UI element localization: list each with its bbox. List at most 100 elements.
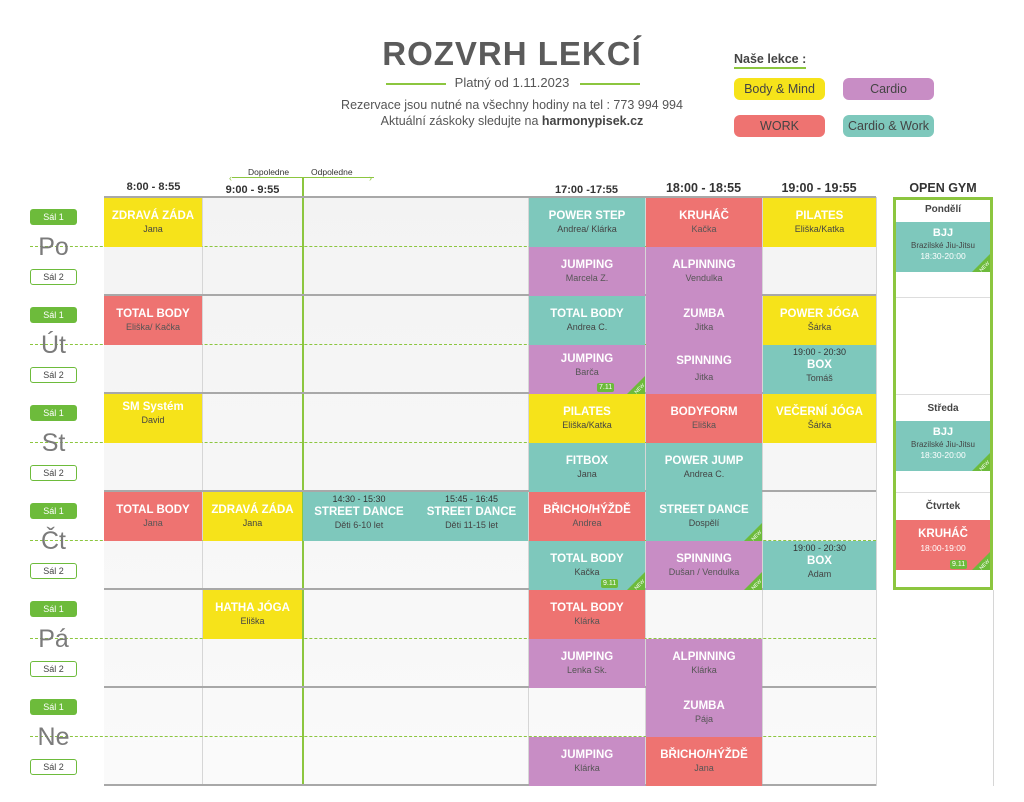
class-name: BOX	[807, 359, 832, 371]
class-time: 18:30-20:00	[920, 251, 966, 261]
time-header-8: 8:00 - 8:55	[126, 181, 181, 193]
class-name: BJJ	[932, 426, 954, 438]
class-time: 18:00-19:00	[920, 543, 966, 553]
open-gym-day: Čtvrtek	[896, 501, 990, 512]
class-cell[interactable]: TOTAL BODY Eliška/ Kačka	[104, 296, 202, 345]
room-divider	[30, 442, 876, 443]
class-cell[interactable]: SPINNING Jitka	[646, 345, 762, 394]
class-name: ALPINNING	[672, 259, 736, 271]
class-cell[interactable]: TOTAL BODY Andrea C.	[529, 296, 645, 345]
class-cell[interactable]: FITBOX Jana	[529, 443, 645, 492]
class-instructor: Jana	[242, 518, 263, 528]
class-cell[interactable]: ALPINNING Vendulka	[646, 247, 762, 296]
class-cell[interactable]: TOTAL BODY Klárka	[529, 590, 645, 639]
day-friday: Pá	[38, 625, 69, 653]
class-cell[interactable]: ZDRAVÁ ZÁDA Jana	[104, 198, 202, 247]
class-cell[interactable]: PILATES Eliška/Katka	[529, 394, 645, 443]
room-2-label: Sál 2	[30, 661, 77, 677]
new-badge: NEW	[970, 550, 990, 570]
class-instructor: Šárka	[807, 420, 832, 430]
class-instructor: Šárka	[807, 322, 832, 332]
class-instructor: Jitka	[694, 322, 714, 332]
open-gym-header: OPEN GYM	[909, 181, 977, 195]
class-cell[interactable]: POWER STEP Andrea/ Klárka	[529, 198, 645, 247]
class-instructor: David	[141, 415, 165, 425]
class-cell[interactable]: HATHA JÓGA Eliška	[203, 590, 302, 639]
class-cell[interactable]: ALPINNING Klárka	[646, 639, 762, 688]
open-gym-class[interactable]: BJJ Brazilské Jiu-Jitsu 18:30-20:00 NEW	[896, 421, 990, 471]
class-cell[interactable]: JUMPING Marcela Z.	[529, 247, 645, 296]
class-cell[interactable]: STREET DANCE Dospělí NEW	[646, 492, 762, 541]
class-cell[interactable]: PILATES Eliška/Katka	[763, 198, 876, 247]
class-cell[interactable]: BŘICHO/HÝŽDĚ Andrea	[529, 492, 645, 541]
open-gym-class[interactable]: KRUHÁČ 18:00-19:00 9.11 NEW	[896, 520, 990, 570]
class-cell[interactable]: TOTAL BODY Jana	[104, 492, 202, 541]
substitutes-prefix: Aktuální záskoky sledujte na	[380, 114, 542, 128]
open-gym-panel: Pondělí BJJ Brazilské Jiu-Jitsu 18:30-20…	[893, 197, 993, 590]
class-cell[interactable]: 19:00 - 20:30 BOX Tomáš	[763, 345, 876, 394]
class-time: 19:00 - 20:30	[792, 347, 847, 357]
divider	[896, 492, 990, 493]
class-cell[interactable]: JUMPING Lenka Sk.	[529, 639, 645, 688]
class-cell[interactable]: JUMPING Klárka	[529, 737, 645, 786]
class-name: TOTAL BODY	[116, 308, 190, 320]
legend-body-mind: Body & Mind	[734, 78, 825, 100]
class-name: TOTAL BODY	[550, 308, 624, 320]
class-cell[interactable]: POWER JUMP Andrea C.	[646, 443, 762, 492]
class-name: ZUMBA	[683, 700, 725, 712]
legend-title: Naše lekce :	[734, 52, 807, 69]
class-cell[interactable]: 14:30 - 15:30 STREET DANCE Děti 6-10 let	[303, 492, 415, 541]
class-cell[interactable]: KRUHÁČ Kačka	[646, 198, 762, 247]
class-cell[interactable]: TOTAL BODY Kačka 9.11 NEW	[529, 541, 645, 590]
class-name: JUMPING	[560, 749, 614, 761]
room-1-label: Sál 1	[30, 503, 77, 519]
class-cell[interactable]: POWER JÓGA Šárka	[763, 296, 876, 345]
class-cell[interactable]: BŘICHO/HÝŽDĚ Jana	[646, 737, 762, 786]
class-name: BODYFORM	[670, 406, 738, 418]
website-link[interactable]: harmonypisek.cz	[541, 114, 644, 128]
class-name: ALPINNING	[672, 651, 736, 663]
class-cell[interactable]: SM Systém David	[104, 394, 202, 443]
class-cell[interactable]: ZDRAVÁ ZÁDA Jana	[203, 492, 302, 541]
class-instructor: Kačka	[574, 567, 600, 577]
room-2-label: Sál 2	[30, 759, 77, 775]
col-line	[876, 197, 877, 786]
class-cell[interactable]: ZUMBA Pája	[646, 688, 762, 737]
class-cell[interactable]: JUMPING Barča 7.11 NEW	[529, 345, 645, 394]
title-underline-left	[386, 83, 446, 85]
class-name: TOTAL BODY	[550, 602, 624, 614]
class-instructor: Klárka	[691, 665, 717, 675]
class-name: JUMPING	[560, 651, 614, 663]
class-cell[interactable]: 19:00 - 20:30 BOX Adam	[763, 541, 876, 590]
time-header-19: 19:00 - 19:55	[781, 181, 857, 195]
class-name: STREET DANCE	[659, 504, 749, 516]
class-instructor: Dušan / Vendulka	[668, 567, 740, 577]
label-morning: Dopoledne	[248, 167, 290, 177]
open-gym-class[interactable]: BJJ Brazilské Jiu-Jitsu 18:30-20:00 NEW	[896, 222, 990, 272]
legend-work: WORK	[734, 115, 825, 137]
time-header-17: 17:00 -17:55	[555, 184, 618, 196]
class-cell[interactable]: VEČERNÍ JÓGA Šárka	[763, 394, 876, 443]
class-instructor: Jana	[577, 469, 597, 479]
class-instructor: Vendulka	[685, 273, 723, 283]
class-time: 14:30 - 15:30	[332, 494, 386, 504]
class-instructor: Eliška/Katka	[794, 224, 845, 234]
class-name: KRUHÁČ	[918, 528, 968, 540]
class-name: POWER STEP	[548, 210, 626, 222]
class-name: SPINNING	[676, 355, 732, 367]
class-cell[interactable]: ZUMBA Jitka	[646, 296, 762, 345]
page-title: ROZVRH LEKCÍ	[382, 35, 642, 72]
class-name: FITBOX	[565, 455, 609, 467]
class-name: ZUMBA	[683, 308, 725, 320]
legend-cardio-work: Cardio & Work	[843, 115, 934, 137]
class-name: STREET DANCE	[314, 506, 404, 518]
class-name: HATHA JÓGA	[215, 602, 290, 614]
class-name: JUMPING	[560, 259, 614, 271]
arrow-left-icon: ‹	[229, 173, 232, 183]
class-cell[interactable]: BODYFORM Eliška	[646, 394, 762, 443]
legend-cardio: Cardio	[843, 78, 934, 100]
class-cell[interactable]: SPINNING Dušan / Vendulka NEW	[646, 541, 762, 590]
class-cell[interactable]: 15:45 - 16:45 STREET DANCE Děti 11-15 let	[415, 492, 528, 541]
class-name: PILATES	[563, 406, 611, 418]
row-line	[104, 196, 876, 198]
